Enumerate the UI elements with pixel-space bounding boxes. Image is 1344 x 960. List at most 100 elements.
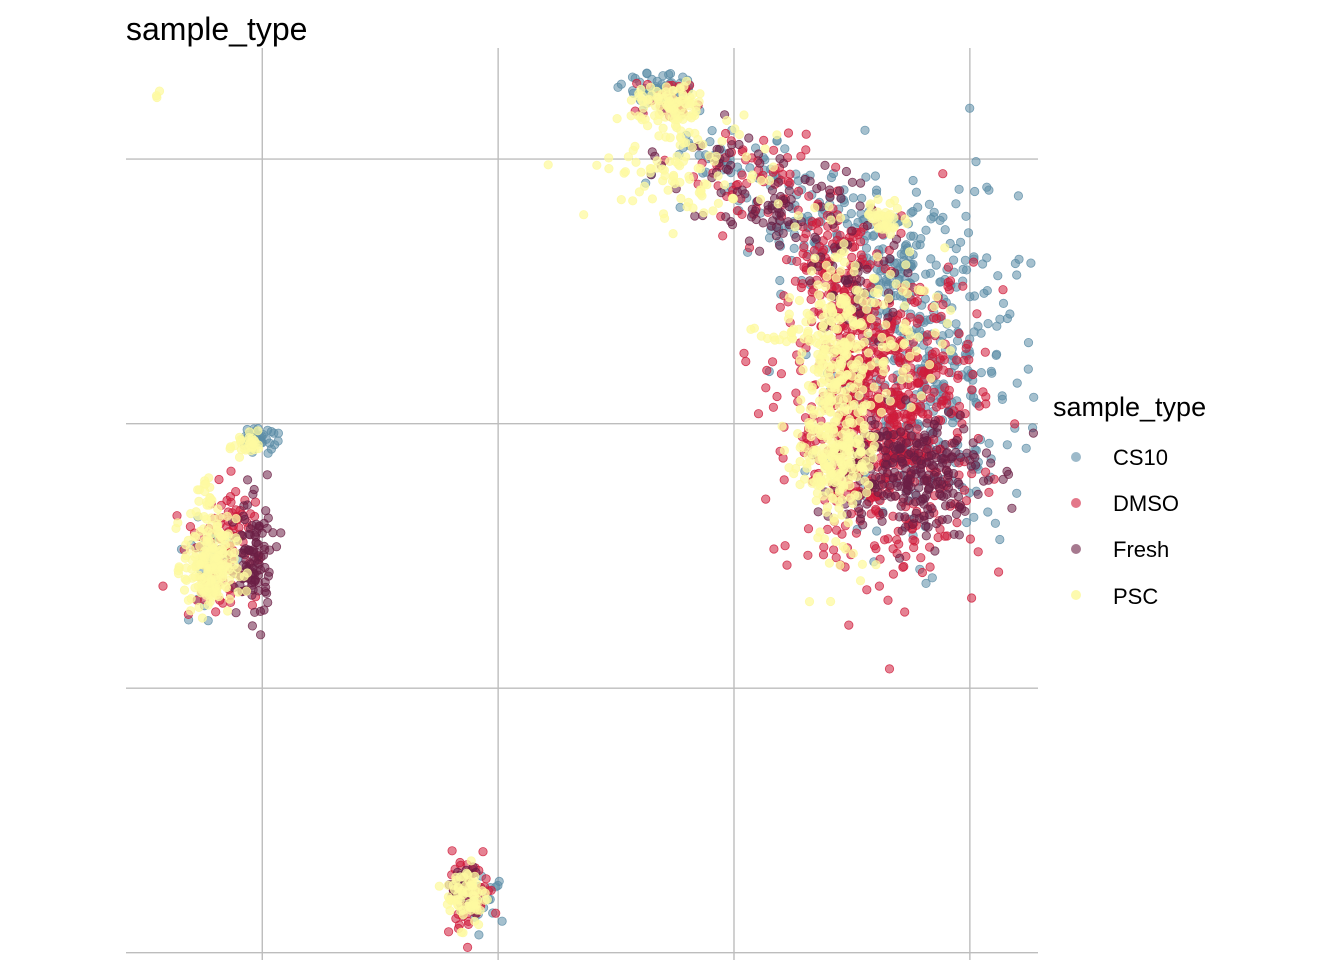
data-point — [203, 563, 213, 573]
data-point — [776, 369, 787, 379]
data-point — [786, 327, 796, 337]
data-point — [797, 348, 807, 358]
data-point — [173, 518, 183, 528]
data-point — [243, 475, 253, 485]
data-point — [844, 620, 854, 630]
data-point — [853, 294, 863, 304]
data-point — [271, 542, 282, 552]
data-point — [860, 125, 870, 135]
data-point — [768, 145, 779, 155]
data-point — [829, 348, 839, 358]
data-point — [884, 664, 895, 674]
data-point — [826, 215, 836, 225]
data-point — [708, 206, 718, 216]
data-point — [929, 313, 939, 323]
data-point — [628, 196, 638, 206]
data-point — [604, 153, 614, 163]
data-point — [1012, 378, 1022, 388]
data-point — [924, 359, 935, 370]
data-point — [739, 110, 749, 120]
data-point — [973, 489, 983, 499]
data-point — [872, 211, 882, 222]
data-point — [813, 533, 823, 543]
data-point — [861, 243, 872, 253]
data-point — [845, 493, 855, 503]
data-point — [900, 522, 911, 532]
data-point — [777, 421, 787, 431]
data-point — [848, 193, 859, 203]
data-point — [807, 217, 817, 227]
data-point — [813, 280, 823, 290]
data-point — [939, 355, 949, 365]
data-point — [937, 479, 947, 489]
legend: sample_type CS10 DMSO Fresh PSC — [1053, 392, 1206, 609]
data-point — [978, 476, 989, 486]
data-point — [931, 518, 942, 529]
data-point — [266, 426, 276, 437]
data-point — [497, 916, 507, 926]
data-point — [955, 410, 966, 420]
data-point — [960, 255, 971, 265]
data-point — [737, 170, 747, 180]
data-point — [180, 574, 190, 584]
data-point — [850, 260, 860, 271]
data-point — [954, 184, 964, 194]
data-point — [926, 254, 936, 264]
data-point — [877, 332, 887, 342]
data-point — [251, 537, 261, 548]
data-point — [962, 448, 972, 458]
data-point — [866, 415, 877, 425]
data-point — [891, 279, 901, 289]
data-point — [847, 177, 858, 187]
data-point — [835, 213, 846, 223]
data-point — [795, 404, 805, 414]
data-point — [259, 605, 269, 615]
data-point — [263, 597, 273, 608]
data-point — [963, 228, 974, 238]
data-point — [845, 417, 855, 428]
data-point — [785, 178, 795, 188]
data-point — [723, 165, 733, 175]
data-point — [739, 348, 749, 358]
data-point — [262, 470, 272, 480]
data-point — [794, 324, 804, 334]
data-point — [815, 339, 825, 350]
data-point — [955, 237, 966, 247]
data-point — [938, 300, 948, 310]
data-point — [857, 254, 867, 264]
series-psc — [151, 76, 956, 938]
data-point — [885, 415, 895, 425]
data-point — [775, 154, 785, 164]
data-point — [966, 593, 977, 603]
data-point — [916, 553, 926, 563]
data-point — [724, 148, 734, 158]
data-point — [896, 501, 906, 511]
data-point — [822, 502, 833, 512]
data-point — [834, 503, 844, 513]
data-point — [660, 171, 670, 181]
data-point — [194, 496, 204, 506]
legend-item-cs10: CS10 — [1071, 445, 1168, 470]
data-point — [791, 388, 801, 398]
data-point — [843, 518, 853, 528]
data-point — [853, 491, 863, 501]
data-point — [846, 209, 856, 219]
data-point — [836, 266, 846, 276]
data-point — [836, 193, 846, 203]
data-point — [461, 888, 471, 898]
data-point — [151, 91, 162, 101]
data-point — [978, 387, 988, 397]
data-point — [856, 370, 867, 380]
data-point — [906, 402, 916, 412]
data-point — [741, 356, 751, 367]
data-point — [276, 528, 286, 538]
data-point — [855, 178, 866, 188]
data-point — [784, 292, 795, 303]
data-point — [250, 607, 260, 617]
data-point — [847, 226, 857, 236]
data-point — [967, 385, 977, 395]
data-point — [952, 517, 962, 528]
data-point — [878, 300, 889, 310]
data-point — [915, 401, 926, 411]
data-point — [779, 445, 790, 456]
